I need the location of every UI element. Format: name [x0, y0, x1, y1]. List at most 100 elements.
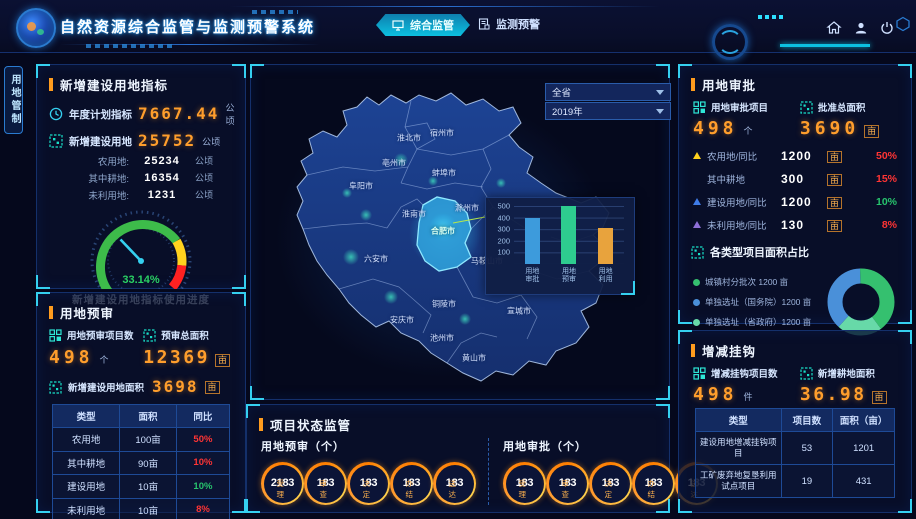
header-deco-dashes	[758, 15, 784, 19]
city-label-chizhou: 池州市	[430, 333, 454, 343]
status-tag: 审查	[319, 479, 328, 499]
stat-label: 新增建设用地	[69, 135, 132, 148]
home-icon[interactable]	[826, 20, 842, 36]
cell-type: 农用地	[51, 427, 121, 452]
sub-value: 1231	[147, 188, 177, 201]
header-ring-decoration	[712, 24, 748, 60]
hexagon-decoration-icon	[896, 16, 910, 32]
cell-area: 1201	[832, 431, 895, 465]
status-circle-accepted: 2183 受理	[261, 462, 304, 505]
cell-area: 90亩	[119, 450, 177, 475]
stat-unit: 亩	[871, 391, 887, 404]
city-label-fuyang: 阜阳市	[349, 181, 373, 191]
region-select-value: 全省	[552, 88, 572, 99]
sub-label: 农用地:	[97, 156, 129, 168]
stat-label: 年度计划指标	[69, 108, 132, 121]
table-header-row: 类型 项目数 面积（亩）	[695, 408, 895, 432]
stat-value: 36.98	[799, 384, 867, 405]
bar-label: 用地预审	[561, 268, 576, 284]
y-tick: 100	[497, 247, 510, 257]
status-count: 183	[601, 477, 620, 489]
nav-tab-comprehensive-supervision[interactable]: 综合监管	[376, 14, 470, 36]
status-tag: 审查	[561, 479, 570, 499]
stat-new-construction-land: 新增建设用地 25752 公顷	[37, 130, 245, 152]
side-tab-land-control[interactable]: 用地管制	[4, 66, 23, 134]
status-count: 183	[402, 477, 421, 489]
status-groups: 用地预审（个） 2183 受理 183 审查 183 决定 183 办结	[247, 436, 718, 505]
bar-label: 用地审批	[525, 268, 540, 284]
sub-label: 未利用地:	[88, 190, 129, 202]
stat-unit: 个	[743, 126, 753, 136]
status-tag: 决定	[604, 479, 613, 499]
bar-label: 用地利用	[598, 268, 613, 284]
row-label: 未利用地/同比	[707, 220, 767, 232]
stat-unit: 个	[99, 355, 109, 365]
nav-active-label: 综合监管	[410, 20, 454, 32]
legend-item: 单独选址（国务院）1200 亩	[693, 296, 821, 308]
area-grid-icon	[49, 134, 63, 148]
cell-area: 10亩	[119, 497, 177, 519]
sub-stat-unused-land: 未利用地: 1231 公顷	[37, 186, 245, 203]
linkage-table: 类型 项目数 面积（亩） 建设用地增减挂钩项目 53 1201 工矿废弃地复垦利…	[695, 408, 895, 498]
header: 自然资源综合监管与监测预警系统 综合监管 监测预警	[0, 0, 916, 60]
nav-tab-monitoring-warning[interactable]: 监测预警	[478, 16, 540, 32]
col-area: 面积（亩）	[832, 408, 895, 432]
user-icon[interactable]	[853, 20, 869, 36]
area-grid-icon	[800, 100, 813, 114]
status-count: 183	[359, 477, 378, 489]
group-label: 用地审批（个）	[503, 441, 587, 453]
project-grid-icon	[49, 328, 62, 342]
sub-unit: 公顷	[195, 156, 214, 166]
area-grid-icon	[800, 366, 813, 380]
power-icon[interactable]	[879, 20, 895, 36]
stat-label: 用地审批项目	[711, 103, 769, 114]
city-label-hefei: 合肥市	[431, 226, 455, 236]
row-unit: 亩	[827, 196, 843, 209]
col-yoy: 同比	[175, 404, 231, 428]
stat-value: 12369	[143, 347, 210, 368]
header-deco-line	[230, 6, 660, 7]
city-label-huangshan: 黄山市	[462, 353, 486, 363]
linkage-stats: 增减挂钩项目数 498 件 新增耕地面积 36.98	[679, 364, 911, 404]
year-select[interactable]: 2019年	[545, 102, 671, 120]
cell-type: 建设用地	[51, 474, 121, 499]
city-label-xuancheng: 宣城市	[507, 306, 531, 316]
project-grid-icon	[693, 366, 706, 380]
row-yoy: 8%	[881, 218, 897, 231]
stat-new-construction-area: 新增建设用地面积 3698 亩	[37, 376, 245, 398]
stat-value: 3698	[152, 377, 199, 396]
stat-value: 498	[693, 384, 738, 405]
section-title-text: 各类型项目面积占比	[710, 247, 809, 259]
sub-unit: 公顷	[195, 190, 214, 200]
cell-count: 19	[780, 464, 834, 498]
cell-yoy: 50%	[175, 427, 231, 452]
province-map[interactable]	[251, 65, 669, 399]
legend-dot	[693, 278, 700, 286]
app-logo-globe-icon	[16, 8, 56, 48]
region-select[interactable]: 全省	[545, 83, 671, 101]
stat-annual-plan: 年度计划指标 7667.44 公顷	[37, 98, 245, 130]
row-value: 1200	[781, 148, 812, 163]
row-unit: 亩	[827, 150, 843, 163]
status-count: 2183	[270, 477, 295, 489]
triangle-marker	[693, 198, 701, 205]
bar-land-use	[598, 228, 614, 264]
panel-project-status: 项目状态监管 用地预审（个） 2183 受理 183 审查 183 决定 183	[246, 404, 718, 513]
col-count: 项目数	[780, 408, 834, 432]
popup-bar-labels: 用地审批 用地预审 用地利用	[514, 268, 624, 285]
cell-area: 100亩	[119, 427, 177, 452]
bar-land-approval	[524, 217, 540, 264]
legend-label: 单独选址（国务院）1200 亩	[705, 297, 812, 307]
sub-stat-agricultural-land: 农用地: 25234 公顷	[37, 152, 245, 169]
approval-row-cultivated: 其中耕地 300 亩 15%	[679, 167, 911, 190]
status-circle-decision: 183 决定	[589, 462, 632, 505]
sub-stat-cultivated-land: 其中耕地: 16354 公顷	[37, 169, 245, 186]
city-label-tongling: 铜陵市	[432, 299, 456, 309]
legend-label: 单独选址（省政府）1200 亩	[705, 317, 812, 327]
y-tick: 400	[497, 213, 510, 223]
popup-plot-area: 500 400 300 200 100	[497, 202, 624, 264]
chevron-down-icon	[656, 108, 664, 114]
header-deco-dots	[252, 10, 298, 14]
row-value: 130	[781, 217, 805, 232]
